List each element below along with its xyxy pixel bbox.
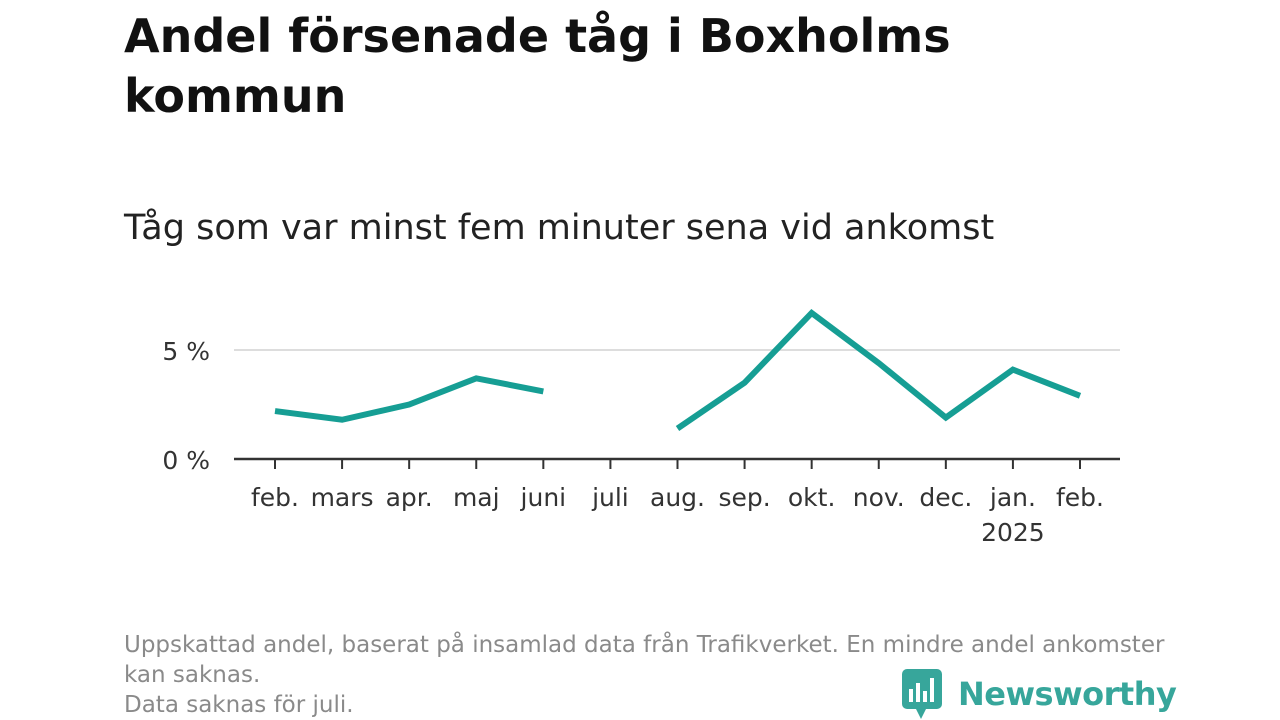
newsworthy-logo[interactable]: Newsworthy: [902, 669, 1177, 719]
footnote-line-2: Data saknas för juli.: [124, 692, 354, 718]
x-tick-label: mars: [311, 483, 374, 512]
series-line: [675, 308, 1082, 431]
x-tick-label: maj: [453, 483, 500, 512]
chart-title: Andel försenade tåg i Boxholms kommun: [124, 9, 951, 123]
x-tick-sublabel: 2025: [981, 518, 1045, 547]
footnote: Uppskattad andel, baserat på insamlad da…: [124, 630, 1174, 720]
logo-text: Newsworthy: [958, 675, 1177, 713]
x-tick-label: apr.: [386, 483, 433, 512]
x-tick-label: feb.: [1056, 483, 1104, 512]
x-tick-label: dec.: [919, 483, 972, 512]
newsworthy-logo-icon: [902, 669, 942, 719]
x-tick-label: jan.: [989, 483, 1036, 512]
x-tick-label: sep.: [718, 483, 770, 512]
x-tick-label: aug.: [650, 483, 705, 512]
series-line: [274, 375, 544, 423]
x-tick-label: nov.: [853, 483, 905, 512]
x-tick-label: juli: [591, 483, 629, 512]
x-tick-label: okt.: [788, 483, 836, 512]
y-tick-label: 0 %: [162, 446, 210, 475]
footnote-line-1: Uppskattad andel, baserat på insamlad da…: [124, 632, 1165, 688]
chart-subtitle: Tåg som var minst fem minuter sena vid a…: [124, 208, 995, 248]
x-tick-label: juni: [520, 483, 567, 512]
x-tick-label: feb.: [251, 483, 299, 512]
y-tick-label: 5 %: [162, 337, 210, 366]
